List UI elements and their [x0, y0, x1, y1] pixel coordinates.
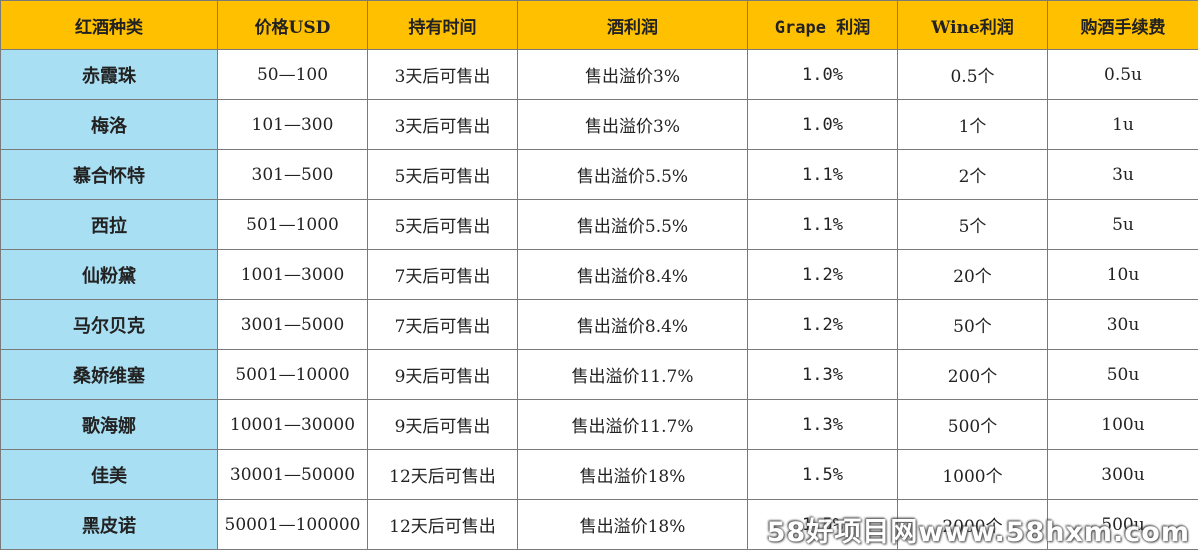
- cell-wine-profit: 售出溢价18%: [517, 499, 748, 550]
- cell-grape-profit: 1.5%: [747, 449, 898, 500]
- cell-price-range: 30001—50000: [217, 449, 368, 500]
- table-row: 歌海娜 10001—30000 9天后可售出 售出溢价11.7% 1.3% 500个 100…: [0, 399, 1198, 450]
- cell-wine-token-profit: 50个: [897, 299, 1048, 350]
- cell-price-range: 3001—5000: [217, 299, 368, 350]
- header-wine-token-profit: Wine利润: [897, 0, 1048, 50]
- cell-grape-profit: 1.2%: [747, 249, 898, 300]
- table-row: 梅洛 101—300 3天后可售出 售出溢价3% 1.0% 1个 1u: [0, 99, 1198, 150]
- watermark: 58好项目网www.58hxm.com: [766, 517, 1190, 548]
- cell-wine-token-profit: 500个: [897, 399, 1048, 450]
- table-row: 马尔贝克 3001—5000 7天后可售出 售出溢价8.4% 1.2% 50个 30u: [0, 299, 1198, 350]
- cell-grape-profit: 1.3%: [747, 399, 898, 450]
- cell-wine-profit: 售出溢价5.5%: [517, 149, 748, 200]
- header-wine-profit: 酒利润: [517, 0, 748, 50]
- cell-holding-time: 3天后可售出: [367, 99, 518, 150]
- cell-wine-token-profit: 2000个: [897, 499, 1048, 550]
- cell-grape-profit: 1.2%: [747, 299, 898, 350]
- cell-purchase-fee: 500u: [1047, 499, 1198, 550]
- cell-grape-profit: 1.5%: [747, 499, 898, 550]
- cell-wine-name: 慕合怀特: [0, 149, 218, 200]
- cell-wine-name: 梅洛: [0, 99, 218, 150]
- cell-wine-name: 黑皮诺: [0, 499, 218, 550]
- header-row: 红酒种类 价格USD 持有时间 酒利润 Grape 利润 Wine利润 购酒手续…: [0, 0, 1198, 50]
- cell-wine-name: 桑娇维塞: [0, 349, 218, 400]
- table-row: 赤霞珠 50—100 3天后可售出 售出溢价3% 1.0% 0.5个 0.5u: [0, 49, 1198, 100]
- cell-holding-time: 3天后可售出: [367, 49, 518, 100]
- cell-wine-token-profit: 0.5个: [897, 49, 1048, 100]
- cell-purchase-fee: 100u: [1047, 399, 1198, 450]
- cell-wine-name: 佳美: [0, 449, 218, 500]
- table-row: 仙粉黛 1001—3000 7天后可售出 售出溢价8.4% 1.2% 20个 10u: [0, 249, 1198, 300]
- cell-price-range: 50001—100000: [217, 499, 368, 550]
- table-row: 佳美 30001—50000 12天后可售出 售出溢价18% 1.5% 1000个 300u: [0, 449, 1198, 500]
- cell-price-range: 101—300: [217, 99, 368, 150]
- cell-wine-name: 歌海娜: [0, 399, 218, 450]
- cell-wine-profit: 售出溢价18%: [517, 449, 748, 500]
- cell-price-range: 10001—30000: [217, 399, 368, 450]
- header-purchase-fee: 购酒手续费: [1047, 0, 1198, 50]
- cell-holding-time: 5天后可售出: [367, 199, 518, 250]
- cell-purchase-fee: 30u: [1047, 299, 1198, 350]
- cell-wine-profit: 售出溢价8.4%: [517, 299, 748, 350]
- table-row: 桑娇维塞 5001—10000 9天后可售出 售出溢价11.7% 1.3% 200个 50u: [0, 349, 1198, 400]
- table-body: 赤霞珠 50—100 3天后可售出 售出溢价3% 1.0% 0.5个 0.5u 梅洛 101—3…: [0, 49, 1198, 550]
- cell-purchase-fee: 0.5u: [1047, 49, 1198, 100]
- header-holding-time: 持有时间: [367, 0, 518, 50]
- table-header: 红酒种类 价格USD 持有时间 酒利润 Grape 利润 Wine利润 购酒手续…: [0, 0, 1198, 50]
- cell-wine-profit: 售出溢价11.7%: [517, 399, 748, 450]
- cell-price-range: 501—1000: [217, 199, 368, 250]
- cell-grape-profit: 1.3%: [747, 349, 898, 400]
- cell-wine-token-profit: 1个: [897, 99, 1048, 150]
- cell-holding-time: 7天后可售出: [367, 299, 518, 350]
- cell-wine-token-profit: 2个: [897, 149, 1048, 200]
- cell-wine-token-profit: 200个: [897, 349, 1048, 400]
- cell-purchase-fee: 50u: [1047, 349, 1198, 400]
- cell-grape-profit: 1.0%: [747, 99, 898, 150]
- cell-wine-profit: 售出溢价5.5%: [517, 199, 748, 250]
- cell-wine-profit: 售出溢价3%: [517, 49, 748, 100]
- table-row: 黑皮诺 50001—100000 12天后可售出 售出溢价18% 1.5% 2000个 50…: [0, 499, 1198, 550]
- cell-price-range: 50—100: [217, 49, 368, 100]
- cell-purchase-fee: 3u: [1047, 149, 1198, 200]
- cell-holding-time: 12天后可售出: [367, 449, 518, 500]
- cell-price-range: 301—500: [217, 149, 368, 200]
- header-price: 价格USD: [217, 0, 368, 50]
- cell-holding-time: 9天后可售出: [367, 399, 518, 450]
- cell-purchase-fee: 5u: [1047, 199, 1198, 250]
- cell-purchase-fee: 1u: [1047, 99, 1198, 150]
- cell-wine-name: 赤霞珠: [0, 49, 218, 100]
- cell-wine-token-profit: 1000个: [897, 449, 1048, 500]
- header-grape-profit: Grape 利润: [747, 0, 898, 50]
- cell-grape-profit: 1.0%: [747, 49, 898, 100]
- cell-holding-time: 9天后可售出: [367, 349, 518, 400]
- cell-purchase-fee: 10u: [1047, 249, 1198, 300]
- cell-wine-token-profit: 5个: [897, 199, 1048, 250]
- table-row: 西拉 501—1000 5天后可售出 售出溢价5.5% 1.1% 5个 5u: [0, 199, 1198, 250]
- cell-grape-profit: 1.1%: [747, 199, 898, 250]
- table-row: 慕合怀特 301—500 5天后可售出 售出溢价5.5% 1.1% 2个 3u: [0, 149, 1198, 200]
- cell-wine-name: 仙粉黛: [0, 249, 218, 300]
- cell-holding-time: 12天后可售出: [367, 499, 518, 550]
- cell-wine-token-profit: 20个: [897, 249, 1048, 300]
- header-wine-type: 红酒种类: [0, 0, 218, 50]
- cell-holding-time: 5天后可售出: [367, 149, 518, 200]
- cell-purchase-fee: 300u: [1047, 449, 1198, 500]
- cell-wine-profit: 售出溢价11.7%: [517, 349, 748, 400]
- cell-wine-profit: 售出溢价8.4%: [517, 249, 748, 300]
- cell-price-range: 5001—10000: [217, 349, 368, 400]
- cell-wine-name: 马尔贝克: [0, 299, 218, 350]
- cell-grape-profit: 1.1%: [747, 149, 898, 200]
- cell-holding-time: 7天后可售出: [367, 249, 518, 300]
- cell-wine-name: 西拉: [0, 199, 218, 250]
- cell-price-range: 1001—3000: [217, 249, 368, 300]
- cell-wine-profit: 售出溢价3%: [517, 99, 748, 150]
